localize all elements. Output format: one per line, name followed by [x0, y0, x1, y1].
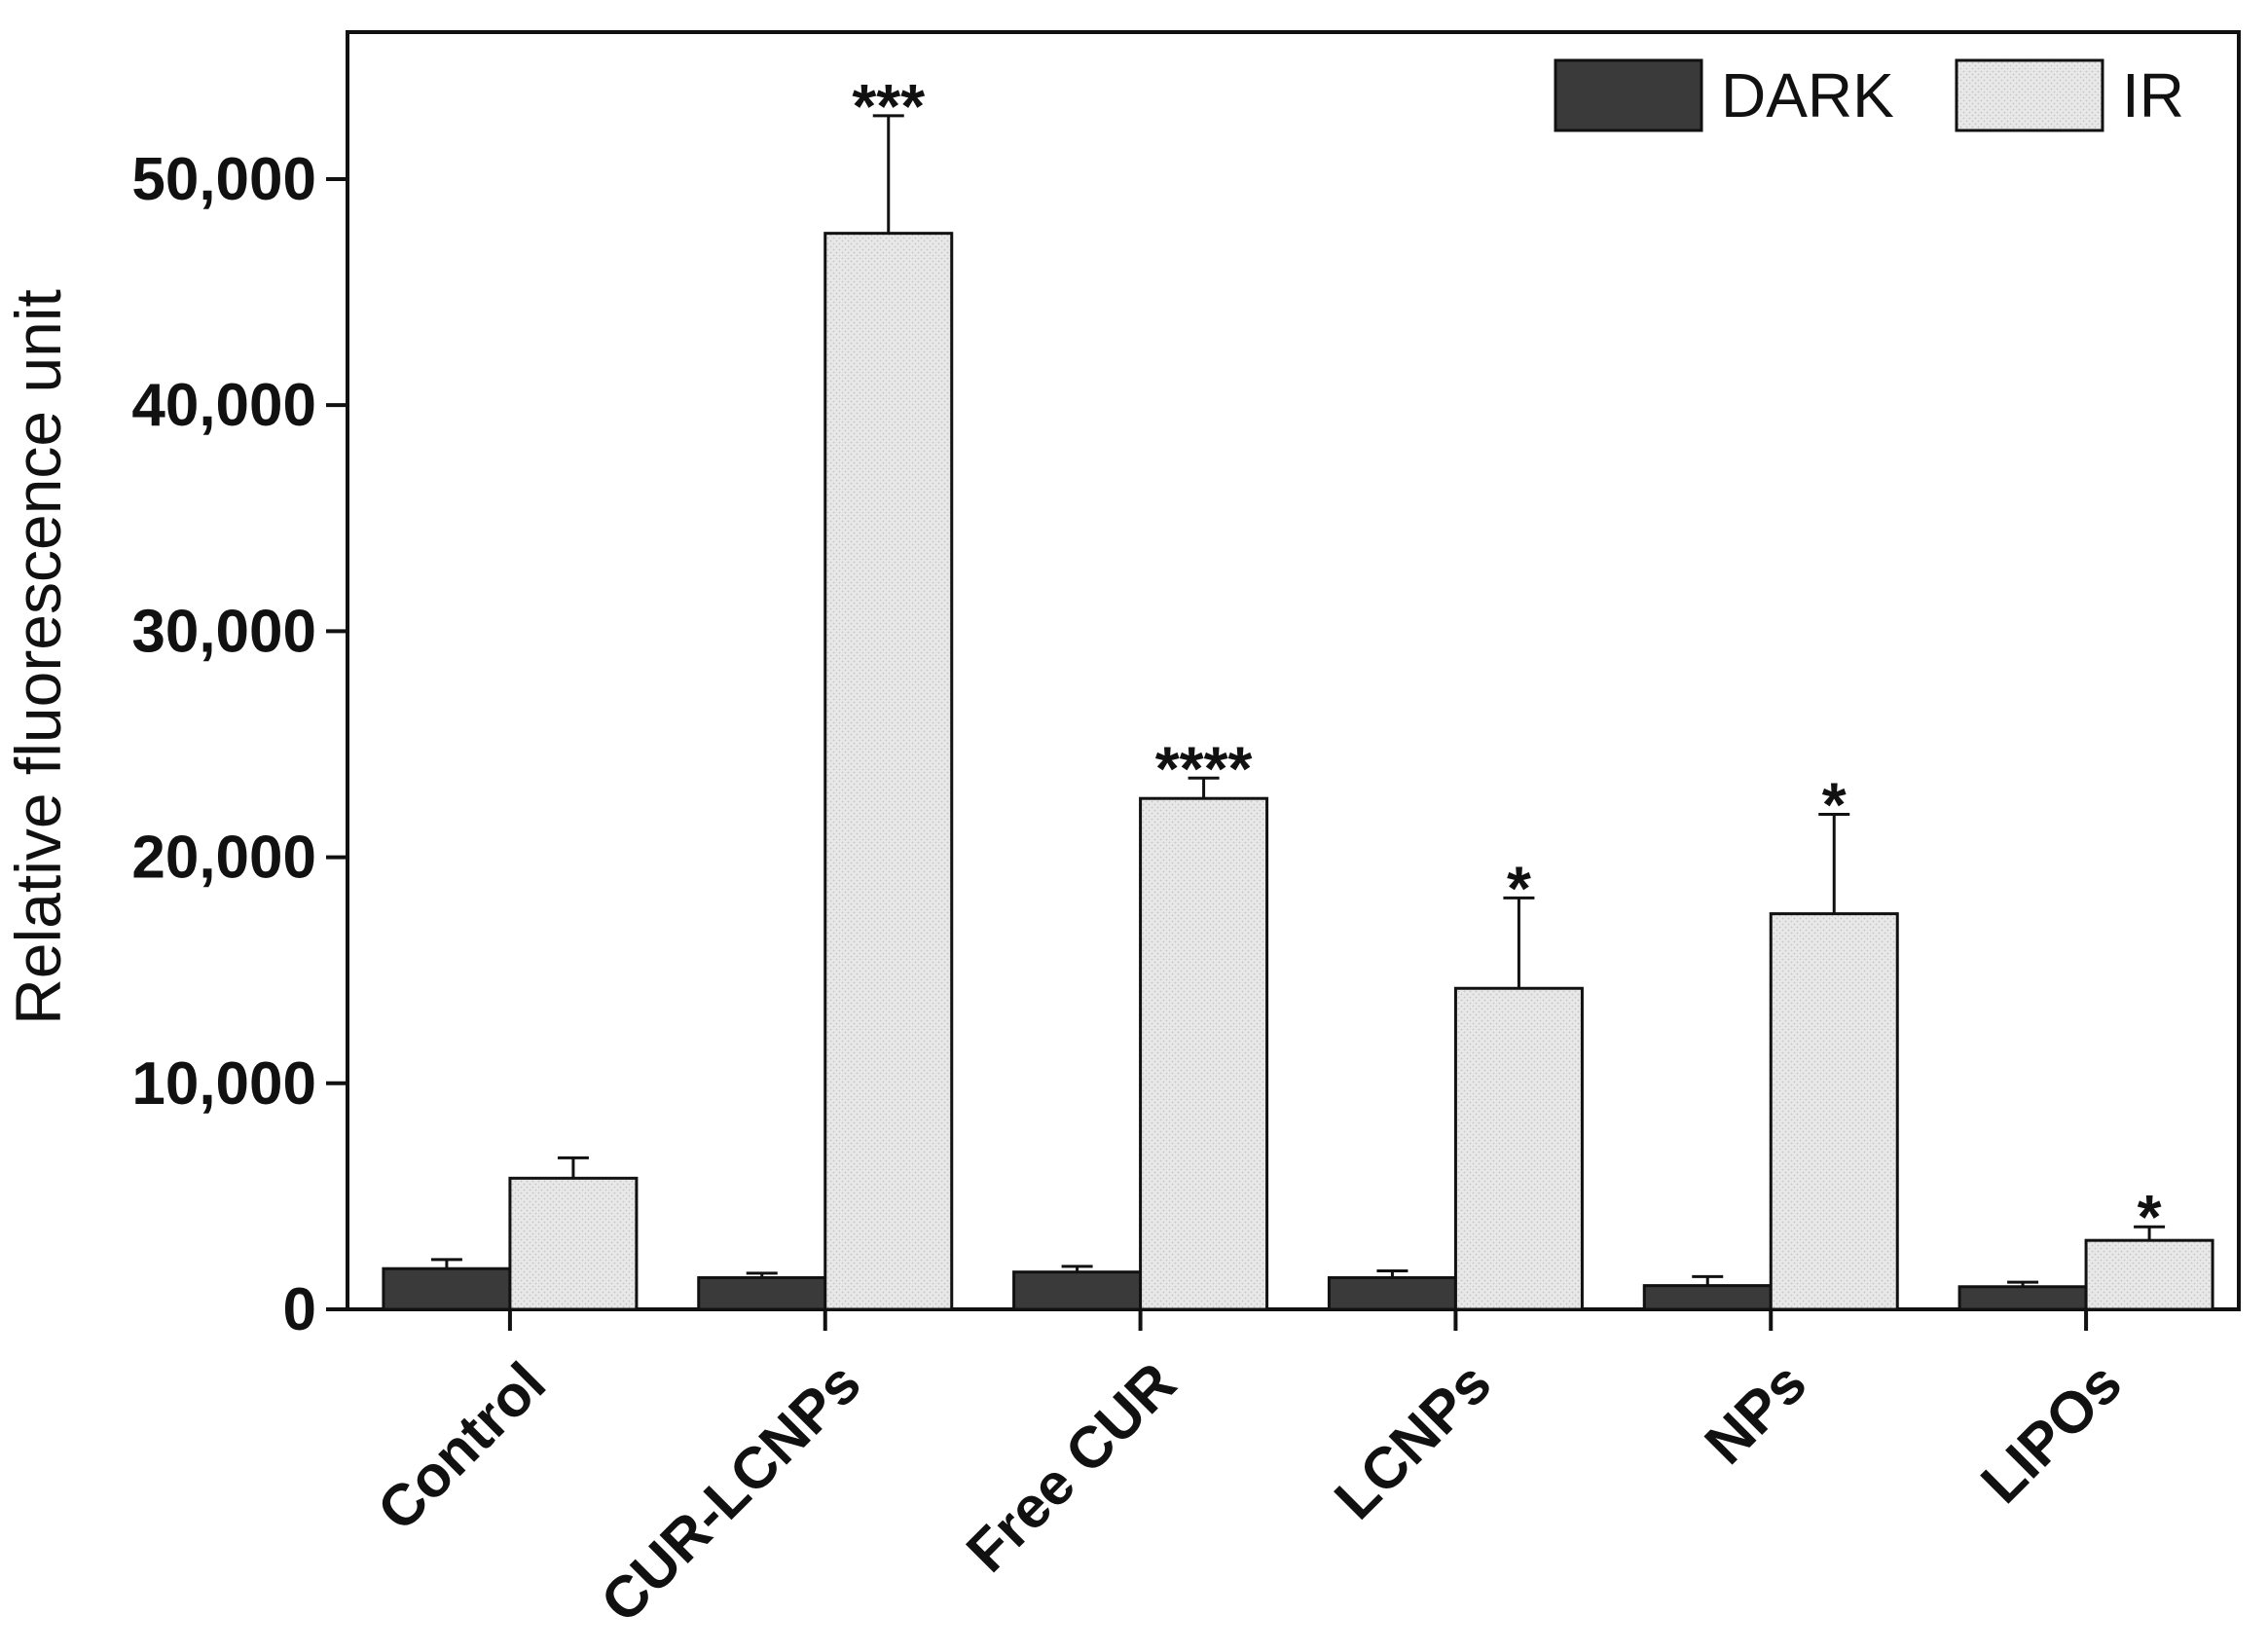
significance-label: *: [1507, 853, 1531, 923]
significance-label: *: [2138, 1182, 2162, 1252]
bar-ir: [508, 1176, 639, 1311]
y-tick-label: 20,000: [131, 825, 316, 892]
y-tick-label: 30,000: [131, 598, 316, 665]
significance-label: ****: [1155, 733, 1253, 803]
bar-dark: [1012, 1270, 1143, 1311]
x-tick-label: Free CUR: [954, 1350, 1189, 1585]
significance-label: ***: [852, 71, 925, 141]
bar-ir: [823, 232, 954, 1311]
bar-dark: [1642, 1284, 1773, 1311]
y-tick-label: 40,000: [131, 372, 316, 439]
significance-label: *: [1822, 769, 1847, 839]
x-tick-label: LIPOs: [1968, 1350, 2134, 1516]
bar-dark: [1957, 1285, 2088, 1311]
bar-dark: [1327, 1275, 1457, 1311]
bar-ir: [1139, 796, 1269, 1311]
bar-ir: [1453, 986, 1584, 1311]
x-tick-label: NPs: [1693, 1350, 1819, 1477]
bar-ir: [1769, 912, 1899, 1311]
x-tick-label: LCNPs: [1322, 1350, 1503, 1531]
x-tick-label: Control: [365, 1350, 558, 1543]
x-tick-label: CUR-LCNPs: [588, 1350, 873, 1635]
legend-label-dark: DARK: [1721, 60, 1894, 130]
legend-swatch-dark: [1554, 58, 1703, 132]
bar-dark: [697, 1275, 827, 1311]
y-tick-label: 0: [283, 1276, 316, 1343]
y-axis-label: Relative fluorescence unit: [2, 289, 74, 1025]
legend-swatch-ir: [1955, 58, 2104, 132]
plot-frame: [346, 30, 2241, 1311]
legend-label-ir: IR: [2122, 60, 2184, 130]
y-tick-label: 50,000: [131, 146, 316, 213]
bar-ir: [2084, 1238, 2214, 1311]
bar-dark: [382, 1267, 512, 1311]
y-tick-label: 10,000: [131, 1050, 316, 1118]
